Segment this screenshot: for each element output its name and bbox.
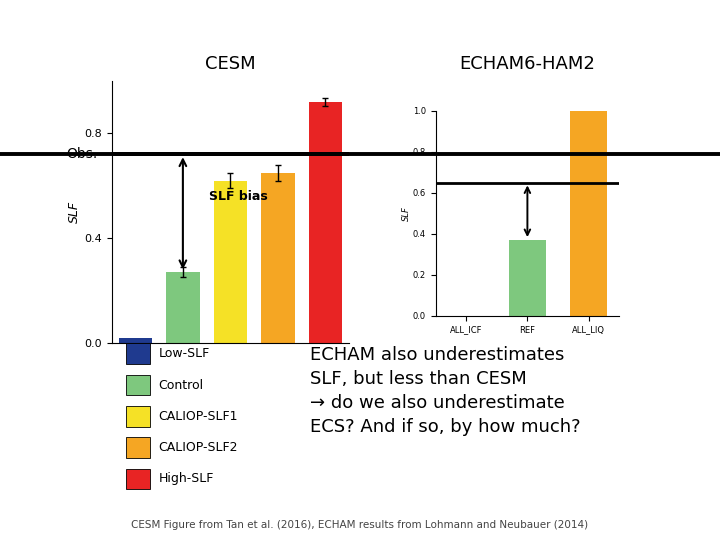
Text: Supercooled liquid fraction (SLF): Supercooled liquid fraction (SLF) — [88, 17, 632, 50]
Bar — [166, 272, 199, 343]
Text: Obs.: Obs. — [66, 147, 97, 161]
Text: ECHAM also underestimates
SLF, but less than CESM
→ do we also underestimate
ECS: ECHAM also underestimates SLF, but less … — [310, 346, 580, 436]
Text: Low-SLF: Low-SLF — [158, 347, 210, 360]
Bar — [570, 111, 607, 316]
Text: CALIOP-SLF2: CALIOP-SLF2 — [158, 441, 238, 454]
Bar — [261, 173, 294, 343]
Text: SLF bias: SLF bias — [209, 190, 268, 203]
Text: ECHAM6-HAM2: ECHAM6-HAM2 — [459, 55, 595, 73]
Bar — [309, 102, 342, 343]
Bar — [119, 338, 152, 343]
Bar — [509, 240, 546, 316]
Text: CALIOP-SLF1: CALIOP-SLF1 — [158, 410, 238, 423]
Text: CESM: CESM — [205, 55, 256, 73]
Text: Control: Control — [158, 379, 204, 392]
Y-axis label: SLF: SLF — [402, 206, 411, 221]
Text: CESM Figure from Tan et al. (2016), ECHAM results from Lohmann and Neubauer (201: CESM Figure from Tan et al. (2016), ECHA… — [132, 520, 588, 530]
Text: High-SLF: High-SLF — [158, 472, 214, 485]
Y-axis label: SLF: SLF — [68, 201, 81, 223]
Bar — [214, 180, 247, 343]
